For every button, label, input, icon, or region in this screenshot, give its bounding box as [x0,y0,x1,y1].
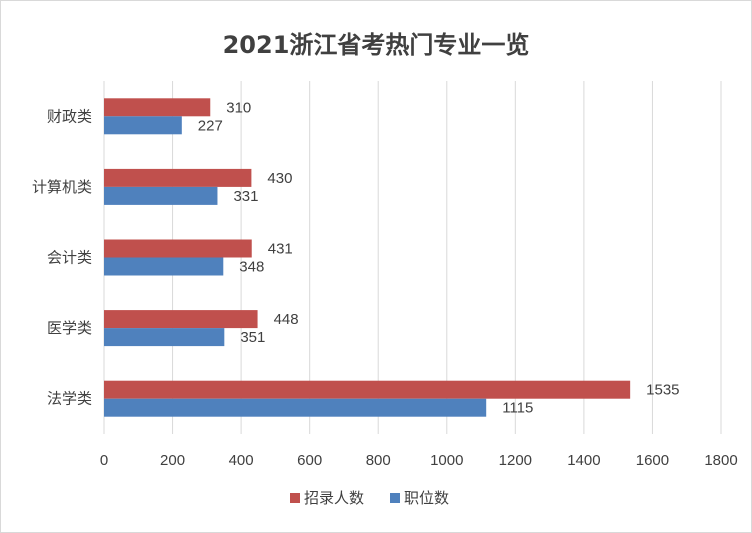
bar-recruits [104,98,211,117]
data-label: 431 [268,241,293,258]
bar-positions [104,116,182,135]
x-tick-label: 0 [100,452,108,469]
bar-positions [104,328,225,347]
x-tick-label: 1200 [499,452,532,469]
data-label: 348 [239,259,264,276]
data-label: 1115 [502,400,533,417]
x-tick-label: 1800 [704,452,737,469]
x-tick-label: 1400 [567,452,600,469]
chart-title: 2021浙江省考热门专业一览 [223,31,530,59]
bar-positions [104,257,224,276]
data-label: 430 [267,170,292,187]
category-label: 法学类 [47,390,92,408]
category-label: 财政类 [47,107,92,125]
data-label: 310 [226,99,251,116]
data-label: 351 [240,329,265,346]
bar-recruits [104,380,631,399]
data-label: 227 [198,117,223,134]
x-tick-label: 400 [229,452,254,469]
category-label: 计算机类 [32,178,92,196]
legend-swatch [390,493,400,503]
data-label: 331 [233,188,258,205]
bar-positions [104,186,218,205]
gridlines [103,81,722,434]
category-label: 医学类 [47,319,92,337]
x-tick-label: 600 [297,452,322,469]
legend: 招录人数 职位数 [290,489,449,507]
bar-recruits [104,168,252,187]
data-label: 1535 [646,382,679,399]
bars [104,98,631,417]
x-tick-label: 1600 [636,452,669,469]
data-label: 448 [274,311,299,328]
x-tick-label: 200 [160,452,185,469]
bar-recruits [104,310,258,329]
legend-label: 招录人数 [304,489,364,507]
bar-positions [104,398,487,417]
category-label: 会计类 [47,249,92,267]
legend-swatch [290,493,300,503]
x-tick-label: 1000 [430,452,463,469]
x-tick-label: 800 [366,452,391,469]
x-axis-ticks: 0 200 400 600 800 1000 1200 1400 1600 1800 [100,452,738,469]
legend-label: 职位数 [404,489,449,507]
bar-recruits [104,239,252,258]
